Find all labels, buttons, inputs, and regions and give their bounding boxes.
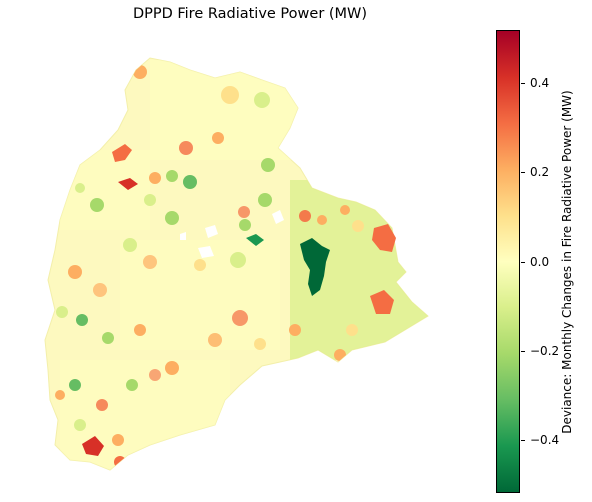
colorbar-tick bbox=[521, 172, 525, 174]
colorbar bbox=[496, 30, 520, 493]
region-southern-plateau bbox=[60, 360, 230, 470]
colorbar-label: Deviance: Monthly Changes in Fire Radiat… bbox=[560, 90, 574, 434]
unmapped-gaps bbox=[180, 210, 284, 258]
colorbar-tick-label: −0.2 bbox=[530, 343, 560, 358]
colorbar-tick-label: 0.2 bbox=[530, 165, 550, 180]
map-title: DPPD Fire Radiative Power (MW) bbox=[132, 6, 368, 22]
colorbar-tick bbox=[521, 83, 525, 85]
region-southeast-hotspot bbox=[370, 290, 394, 314]
colorbar-tick bbox=[521, 261, 525, 263]
region-north-hotspot bbox=[112, 144, 132, 162]
region-central-cold-spot bbox=[246, 234, 264, 246]
colorbar-tick-label: 0.0 bbox=[530, 254, 550, 269]
region-northern-highlands bbox=[150, 60, 300, 160]
district-patches bbox=[55, 65, 364, 468]
colorbar-tick bbox=[521, 439, 525, 441]
colorbar-tick-label: −0.4 bbox=[530, 432, 560, 447]
colorbar-tick bbox=[521, 350, 525, 352]
region-northwest-lobe bbox=[60, 150, 150, 230]
region-east-hotspot bbox=[372, 224, 396, 252]
colorbar-tick-label: 0.4 bbox=[530, 76, 550, 91]
region-northwest-hotspot bbox=[118, 178, 138, 190]
region-eastern-cold-spot bbox=[300, 238, 330, 296]
region-southwest-hotspot bbox=[82, 436, 104, 456]
